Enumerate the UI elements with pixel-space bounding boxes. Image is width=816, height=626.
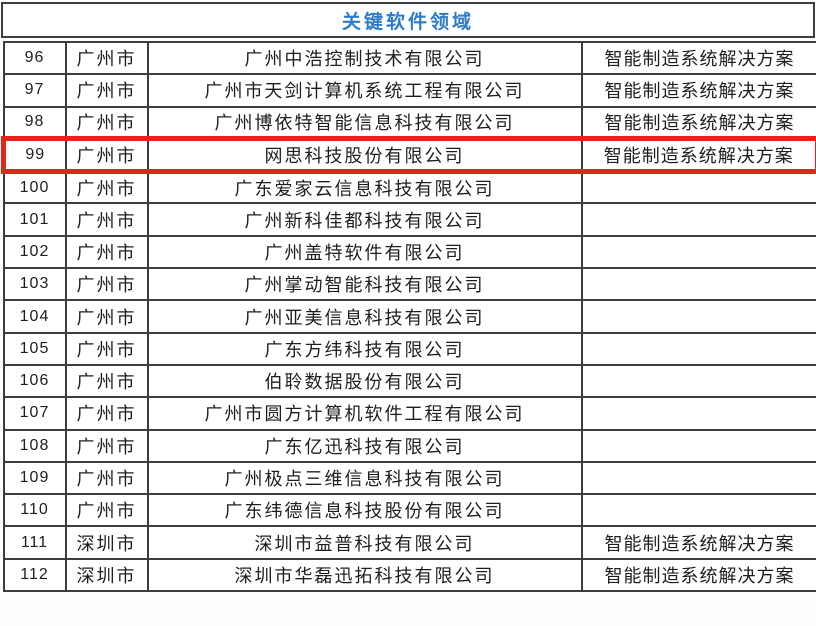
table-row: 112 深圳市 深圳市华磊迅拓科技有限公司 智能制造系统解决方案 [2, 557, 816, 593]
solution-cell [580, 234, 816, 270]
company-cell: 广东方纬科技有限公司 [146, 331, 583, 366]
company-cell: 广东亿迅科技有限公司 [146, 428, 583, 463]
company-cell: 深圳市益普科技有限公司 [146, 525, 583, 560]
table-row: 110 广州市 广东纬德信息科技股份有限公司 [2, 493, 816, 528]
city-cell: 广州市 [64, 428, 149, 463]
city-cell: 广州市 [64, 396, 149, 431]
table-row: 107 广州市 广州市圆方计算机软件工程有限公司 [2, 396, 816, 431]
solution-cell [580, 493, 816, 528]
solution-cell: 智能制造系统解决方案 [580, 105, 816, 140]
solution-cell: 智能制造系统解决方案 [580, 73, 816, 108]
company-cell: 网思科技股份有限公司 [146, 136, 583, 174]
row-number-cell: 110 [2, 493, 67, 528]
solution-cell [580, 363, 816, 399]
table-row: 108 广州市 广东亿迅科技有限公司 [2, 428, 816, 463]
city-cell: 深圳市 [64, 557, 149, 593]
city-cell: 广州市 [64, 493, 149, 528]
solution-cell [580, 331, 816, 366]
table-row: 97 广州市 广州市天剑计算机系统工程有限公司 智能制造系统解决方案 [2, 73, 816, 108]
row-number-cell: 104 [2, 299, 67, 334]
row-number-cell: 105 [2, 331, 67, 366]
city-cell: 广州市 [64, 363, 149, 399]
company-cell: 广州博依特智能信息科技有限公司 [146, 105, 583, 140]
solution-cell [580, 202, 816, 237]
solution-cell [580, 267, 816, 302]
solution-cell [580, 460, 816, 496]
table-row-highlighted: 99 广州市 网思科技股份有限公司 智能制造系统解决方案 [1, 136, 816, 174]
table-row: 98 广州市 广州博依特智能信息科技有限公司 智能制造系统解决方案 [2, 105, 816, 140]
company-cell: 广州市圆方计算机软件工程有限公司 [146, 396, 583, 431]
solution-cell: 智能制造系统解决方案 [580, 525, 816, 560]
row-number-cell: 98 [2, 105, 67, 140]
city-cell: 广州市 [64, 73, 149, 108]
table-row: 105 广州市 广东方纬科技有限公司 [2, 331, 816, 366]
table-row: 109 广州市 广州极点三维信息科技有限公司 [2, 460, 816, 496]
row-number-cell: 106 [2, 363, 67, 399]
row-number-cell: 112 [2, 557, 67, 593]
row-number-cell: 108 [2, 428, 67, 463]
solution-cell: 智能制造系统解决方案 [580, 136, 816, 174]
table-row: 104 广州市 广州亚美信息科技有限公司 [2, 299, 816, 334]
company-cell: 广州极点三维信息科技有限公司 [146, 460, 583, 496]
city-cell: 广州市 [64, 299, 149, 334]
solution-cell [580, 396, 816, 431]
city-cell: 广州市 [64, 234, 149, 270]
company-cell: 广州盖特软件有限公司 [146, 234, 583, 270]
company-cell: 广州市天剑计算机系统工程有限公司 [146, 73, 583, 108]
company-cell: 广州亚美信息科技有限公司 [146, 299, 583, 334]
row-number-cell: 100 [2, 170, 67, 205]
solution-cell: 智能制造系统解决方案 [580, 40, 816, 76]
solution-cell [580, 299, 816, 334]
company-cell: 广州掌动智能科技有限公司 [146, 267, 583, 302]
solution-cell: 智能制造系统解决方案 [580, 557, 816, 593]
solution-cell [580, 170, 816, 205]
row-number-cell: 107 [2, 396, 67, 431]
city-cell: 深圳市 [64, 525, 149, 560]
table-row: 96 广州市 广州中浩控制技术有限公司 智能制造系统解决方案 [2, 40, 816, 76]
table-title-bar: 关键软件领域 [1, 2, 815, 38]
row-number-cell: 109 [2, 460, 67, 496]
row-number-cell: 97 [2, 73, 67, 108]
company-cell: 广东爱家云信息科技有限公司 [146, 170, 583, 205]
row-number-cell: 103 [2, 267, 67, 302]
row-number-cell: 111 [2, 525, 67, 560]
city-cell: 广州市 [64, 136, 149, 174]
row-number-cell: 96 [2, 40, 67, 76]
city-cell: 广州市 [64, 267, 149, 302]
table-title: 关键软件领域 [341, 11, 474, 33]
row-number-cell: 102 [2, 234, 67, 270]
city-cell: 广州市 [64, 460, 149, 496]
city-cell: 广州市 [64, 331, 149, 366]
company-cell: 广州新科佳都科技有限公司 [146, 202, 583, 237]
table-row: 102 广州市 广州盖特软件有限公司 [2, 234, 816, 270]
company-cell: 广东纬德信息科技股份有限公司 [146, 493, 583, 528]
city-cell: 广州市 [64, 40, 149, 76]
table-row: 100 广州市 广东爱家云信息科技有限公司 [2, 170, 816, 205]
row-number-cell: 101 [2, 202, 67, 237]
solution-cell [580, 428, 816, 463]
city-cell: 广州市 [64, 170, 149, 205]
table-row: 111 深圳市 深圳市益普科技有限公司 智能制造系统解决方案 [2, 525, 816, 560]
company-cell: 深圳市华磊迅拓科技有限公司 [146, 557, 583, 593]
company-cell: 广州中浩控制技术有限公司 [146, 40, 583, 76]
table-body: 96 广州市 广州中浩控制技术有限公司 智能制造系统解决方案 97 广州市 广州市天剑计算机… [1, 40, 816, 593]
table-row: 103 广州市 广州掌动智能科技有限公司 [2, 267, 816, 302]
row-number-cell: 99 [1, 136, 67, 174]
key-software-table: 96 广州市 广州中浩控制技术有限公司 智能制造系统解决方案 97 广州市 广州市天剑计算机… [1, 40, 816, 593]
company-cell: 伯聆数据股份有限公司 [146, 363, 583, 399]
table-row: 106 广州市 伯聆数据股份有限公司 [2, 363, 816, 399]
table-row: 101 广州市 广州新科佳都科技有限公司 [2, 202, 816, 237]
city-cell: 广州市 [64, 105, 149, 140]
city-cell: 广州市 [64, 202, 149, 237]
